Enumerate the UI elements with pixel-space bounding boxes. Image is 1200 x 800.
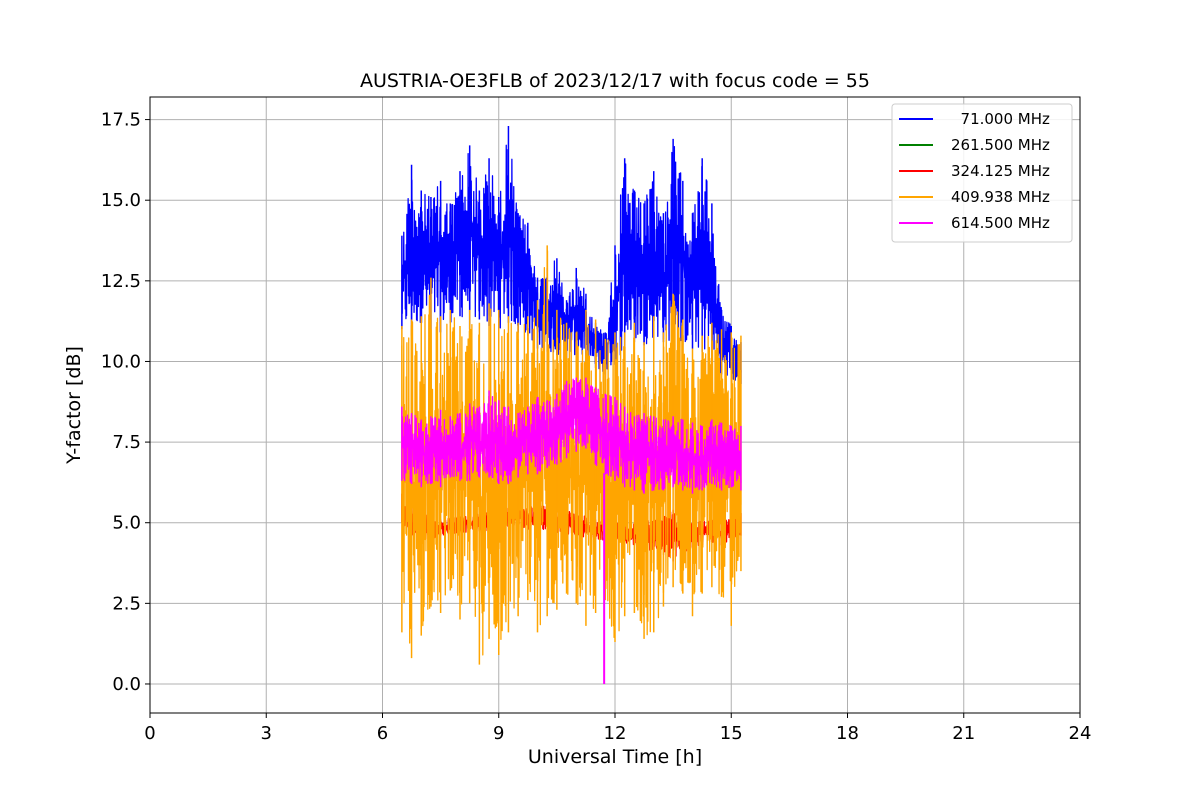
- legend-label: 409.938 MHz: [951, 188, 1050, 206]
- x-tick-label: 24: [1069, 723, 1092, 744]
- legend-label: 261.500 MHz: [951, 136, 1050, 154]
- y-tick-label: 10.0: [101, 351, 141, 372]
- series-trace: [401, 378, 742, 493]
- x-tick-label: 15: [720, 723, 743, 744]
- x-tick-label: 3: [261, 723, 272, 744]
- legend-label: 614.500 MHz: [951, 214, 1050, 232]
- x-axis-title: Universal Time [h]: [528, 746, 702, 768]
- x-tick-label: 9: [493, 723, 504, 744]
- legend-label: 71.000 MHz: [951, 110, 1050, 128]
- y-tick-label: 7.5: [112, 432, 141, 453]
- series-trace: [401, 144, 742, 381]
- legend-box: [891, 103, 1073, 243]
- y-tick-label: 15.0: [101, 190, 141, 211]
- x-tick-label: 21: [952, 723, 975, 744]
- x-tick-label: 18: [836, 723, 859, 744]
- y-tick-label: 0.0: [112, 674, 141, 695]
- x-tick-label: 6: [377, 723, 388, 744]
- legend: 71.000 MHz 261.500 MHz 324.125 MHz 409.938 …: [891, 103, 1073, 243]
- x-tick-label: 0: [144, 723, 155, 744]
- y-tick-label: 2.5: [112, 593, 141, 614]
- chart-title: AUSTRIA-OE3FLB of 2023/12/17 with focus …: [360, 70, 870, 92]
- axis-ticks: 0 3 6 9 12 15 18 21 24 0.0 2.5 5.0 7.5 10.0 12.5 15.0 17…: [101, 110, 1092, 744]
- y-tick-label: 17.5: [101, 110, 141, 131]
- y-tick-label: 5.0: [112, 513, 141, 534]
- y-axis-title: Y-factor [dB]: [63, 346, 85, 465]
- x-tick-label: 12: [604, 723, 627, 744]
- legend-label: 324.125 MHz: [951, 162, 1050, 180]
- y-tick-label: 12.5: [101, 271, 141, 292]
- plot-data: [401, 126, 742, 684]
- series-614-500-mhz: [401, 377, 742, 684]
